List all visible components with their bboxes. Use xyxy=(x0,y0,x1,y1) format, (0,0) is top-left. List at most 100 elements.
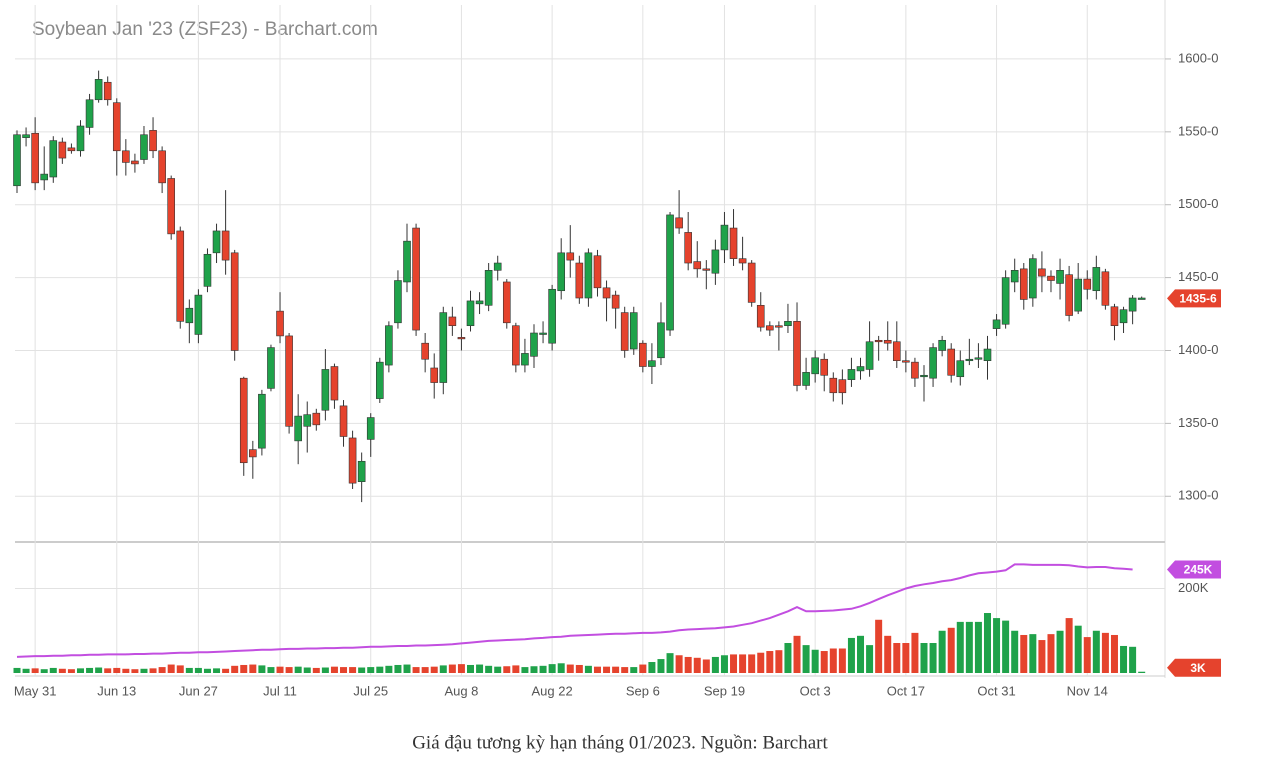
volume-bar xyxy=(367,667,375,673)
candle-body xyxy=(611,294,620,309)
candle-body xyxy=(883,339,892,344)
volume-bar xyxy=(13,667,21,673)
volume-bar xyxy=(612,666,620,673)
volume-bar xyxy=(203,668,211,673)
x-tick-label: Nov 14 xyxy=(1067,683,1108,698)
volume-bar xyxy=(412,667,420,673)
caption: Giá đậu tương kỳ hạn tháng 01/2023. Nguồ… xyxy=(412,732,828,753)
y-tick-label: 1600-0 xyxy=(1178,50,1218,65)
volume-bar xyxy=(748,654,756,673)
volume-bar xyxy=(657,659,665,673)
candle-body xyxy=(684,232,692,264)
candle-body xyxy=(348,437,357,484)
volume-bar xyxy=(983,613,991,673)
candle-body xyxy=(276,310,284,337)
candle-body xyxy=(448,316,457,327)
volume-bar xyxy=(630,667,638,673)
candle-body xyxy=(85,99,94,128)
volume-bar xyxy=(67,669,75,673)
candle-body xyxy=(793,321,801,386)
candle-body xyxy=(294,415,302,442)
volume-tag-label: 3K xyxy=(1190,661,1206,675)
candle-body xyxy=(1083,278,1092,290)
x-tick-label: Sep 6 xyxy=(626,683,660,698)
candle-body xyxy=(947,348,956,376)
candle-body xyxy=(902,360,910,363)
candle-body xyxy=(566,252,575,261)
volume-bar xyxy=(938,630,946,673)
candle-body xyxy=(738,258,747,264)
volume-bar xyxy=(666,653,674,673)
volume-bar xyxy=(86,667,94,673)
volume-bar xyxy=(321,667,329,673)
candle-body xyxy=(1137,297,1146,300)
volume-bar xyxy=(113,667,121,673)
candle-body xyxy=(512,325,520,366)
candle-body xyxy=(521,353,529,366)
candle-body xyxy=(747,262,756,303)
x-tick-label: Sep 19 xyxy=(704,683,745,698)
volume-bar xyxy=(820,651,828,673)
candle-body xyxy=(784,321,792,327)
volume-bar xyxy=(584,665,592,673)
candle-body xyxy=(629,312,638,350)
candle-body xyxy=(1065,274,1073,316)
candle-body xyxy=(403,240,411,283)
last-price-tag-label: 1435-6 xyxy=(1179,292,1217,306)
volume-bar xyxy=(95,667,103,673)
candle-body xyxy=(475,300,484,305)
candle-body xyxy=(865,341,874,370)
volume-bar xyxy=(76,668,84,673)
candle-body xyxy=(675,217,683,229)
volume-bar xyxy=(185,667,193,673)
volume-bar xyxy=(539,665,547,673)
candle-body xyxy=(711,249,720,274)
candle-body xyxy=(31,132,39,184)
volume-bar xyxy=(258,665,266,673)
volume-bar xyxy=(439,665,447,673)
volume-bar xyxy=(376,666,384,673)
volume-bar xyxy=(739,654,747,673)
candle-body xyxy=(493,262,502,271)
candle-body xyxy=(983,348,992,361)
candle-body xyxy=(847,369,856,380)
volume-bar xyxy=(340,667,348,673)
candle-body xyxy=(22,134,30,138)
volume-bar xyxy=(476,664,484,673)
volume-bar xyxy=(403,664,411,673)
candle-body xyxy=(829,377,838,394)
candle-body xyxy=(321,369,330,411)
candle-body xyxy=(1056,270,1064,284)
volume-bar xyxy=(811,649,819,673)
volume-bar xyxy=(430,666,438,673)
open-interest-tag-label: 245K xyxy=(1184,563,1213,577)
volume-bar xyxy=(1092,630,1100,673)
candle-body xyxy=(1128,297,1137,312)
candle-body xyxy=(375,361,384,399)
volume-bar xyxy=(648,662,656,673)
candle-body xyxy=(194,294,203,335)
candle-body xyxy=(548,288,556,344)
volume-bar xyxy=(1083,637,1091,673)
candle-body xyxy=(339,405,348,437)
volume-bar xyxy=(485,665,493,673)
candle-body xyxy=(221,230,230,261)
candle-body xyxy=(1110,306,1119,327)
candle-body xyxy=(122,150,130,163)
volume-bar xyxy=(249,664,257,673)
candle-body xyxy=(593,255,602,289)
volume-bar xyxy=(1020,634,1028,673)
candle-body xyxy=(1047,275,1055,281)
candle-body xyxy=(530,332,538,357)
candle-body xyxy=(330,366,339,401)
volume-bar xyxy=(947,627,955,673)
candle-body xyxy=(1001,277,1010,325)
volume-bar xyxy=(1101,632,1109,673)
volume-bar xyxy=(548,664,556,673)
volume-bar xyxy=(974,621,982,673)
candle-body xyxy=(720,224,729,251)
volume-bar xyxy=(675,655,683,673)
candle-body xyxy=(167,178,175,235)
candle-body xyxy=(112,102,121,152)
